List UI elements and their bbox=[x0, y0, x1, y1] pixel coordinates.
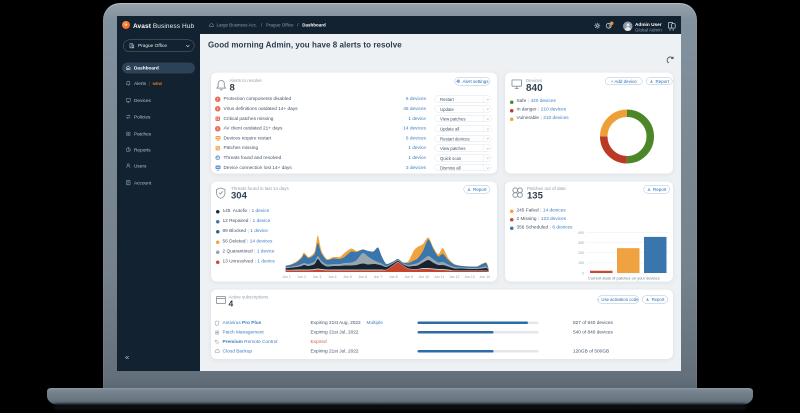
svg-text:Jun 12: Jun 12 bbox=[449, 275, 460, 279]
svg-text:Jun 8: Jun 8 bbox=[389, 275, 398, 279]
svg-text:Jun 6: Jun 6 bbox=[358, 275, 367, 279]
svg-text:Jun 3: Jun 3 bbox=[313, 275, 322, 279]
svg-text:Jun 7: Jun 7 bbox=[374, 275, 383, 279]
svg-text:Jun 14: Jun 14 bbox=[479, 275, 490, 279]
svg-text:Jun 9: Jun 9 bbox=[404, 275, 413, 279]
svg-text:Jun 2: Jun 2 bbox=[297, 275, 306, 279]
svg-text:100: 100 bbox=[578, 261, 584, 265]
svg-text:Jun 4: Jun 4 bbox=[328, 275, 337, 279]
svg-text:0: 0 bbox=[582, 271, 584, 275]
svg-text:200: 200 bbox=[578, 251, 584, 255]
svg-text:Jun 1: Jun 1 bbox=[282, 275, 291, 279]
svg-text:Jun 5: Jun 5 bbox=[343, 275, 352, 279]
svg-text:Jun 13: Jun 13 bbox=[464, 275, 475, 279]
svg-text:300: 300 bbox=[578, 241, 584, 245]
svg-text:Jun 11: Jun 11 bbox=[434, 275, 444, 279]
svg-text:Jun 10: Jun 10 bbox=[418, 275, 429, 279]
svg-text:400: 400 bbox=[578, 231, 584, 235]
